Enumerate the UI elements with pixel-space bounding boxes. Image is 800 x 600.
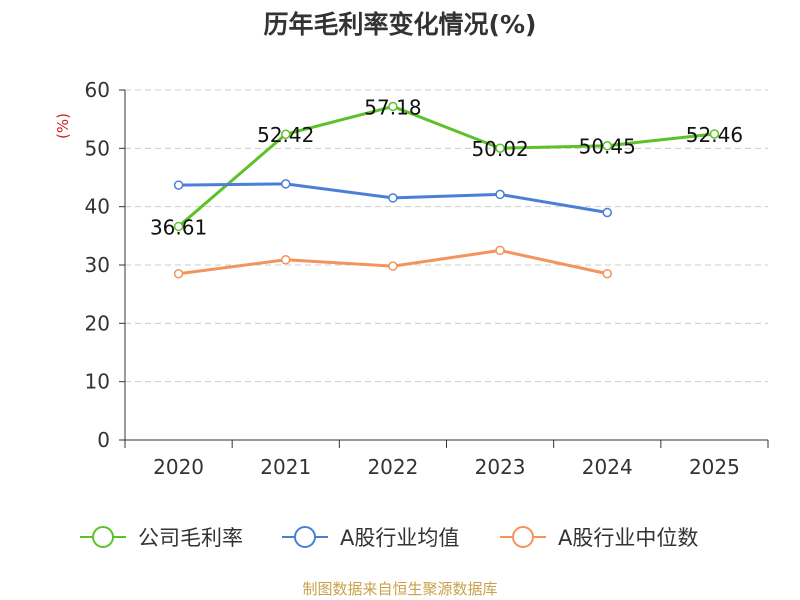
data-point (495, 189, 505, 200)
chart-title: 历年毛利率变化情况(%) (263, 10, 537, 39)
gridlines (125, 89, 768, 383)
data-point (602, 140, 612, 151)
data-point (388, 101, 398, 112)
y-tick-label: 60 (85, 78, 110, 102)
data-point (173, 269, 184, 279)
data-label: 52.46 (686, 123, 743, 147)
source-note: 制图数据来自恒生聚源数据库 (302, 580, 498, 598)
legend-label: 公司毛利率 (138, 526, 243, 550)
y-tick-label: 0 (97, 428, 110, 452)
data-point (281, 179, 291, 189)
legend-label: A股行业均值 (340, 526, 459, 550)
data-label: 50.02 (471, 137, 528, 161)
data-point (281, 129, 291, 139)
x-tick-label: 2024 (582, 455, 633, 479)
data-point (388, 261, 398, 271)
series-group (173, 101, 720, 279)
legend-label: A股行业中位数 (558, 526, 698, 550)
legend-marker (512, 526, 534, 548)
y-axis-label: (%) (54, 113, 72, 139)
data-label: 52.42 (257, 123, 314, 147)
data-label: 36.61 (150, 215, 207, 239)
data-point (388, 193, 398, 203)
series-line-0 (177, 104, 715, 228)
legend-marker (294, 526, 316, 548)
data-point (602, 269, 612, 279)
y-tick-label: 30 (85, 253, 110, 277)
data-point (495, 245, 505, 256)
data-point (173, 180, 184, 190)
y-axis-ticks: 0 10 20 30 40 50 60 (85, 78, 125, 452)
y-tick-label: 20 (85, 311, 110, 335)
data-label: 50.45 (579, 135, 636, 159)
legend-marker (92, 526, 114, 548)
data-labels: 36.61 52.42 57.18 50.02 50.45 52.46 (150, 95, 743, 239)
data-point (495, 143, 505, 153)
legend[interactable]: 公司毛利率 A股行业均值 A股行业中位数 (80, 526, 698, 550)
x-axis-ticks: 2020 2021 2022 2023 2024 2025 (124, 440, 769, 479)
y-tick-label: 10 (85, 370, 110, 394)
data-point (173, 221, 184, 232)
x-tick-label: 2022 (367, 455, 418, 479)
x-tick-label: 2020 (153, 455, 204, 479)
x-tick-label: 2025 (689, 455, 740, 479)
data-point (281, 255, 291, 265)
data-label: 57.18 (364, 95, 421, 119)
data-point (709, 129, 720, 139)
x-tick-label: 2021 (260, 455, 311, 479)
data-point (602, 207, 612, 218)
y-tick-label: 40 (85, 195, 110, 219)
y-tick-label: 50 (85, 136, 110, 160)
x-tick-label: 2023 (475, 455, 526, 479)
